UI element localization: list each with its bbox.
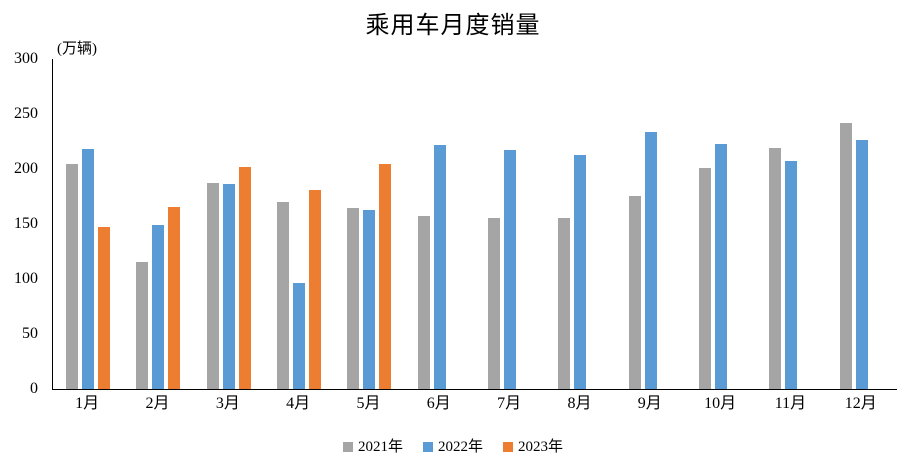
legend-label: 2021年: [357, 439, 403, 455]
x-axis-labels: 1月 2月 3月 4月 5月 6月 7月 8月 9月 10月 11月 12月: [52, 395, 896, 413]
y-tick-label: 200: [14, 160, 38, 177]
bar-2023年-2月: [168, 207, 181, 389]
y-tick-label: 0: [30, 380, 38, 397]
legend-label: 2022年: [437, 439, 483, 455]
x-axis-label-9月: 9月: [637, 395, 662, 412]
bar-2021年-4月: [277, 201, 290, 389]
bar-2023年-5月: [379, 164, 392, 389]
bar-group-7月: [475, 59, 545, 389]
bar-2021年-5月: [347, 207, 360, 389]
x-axis-label-6月: 6月: [426, 395, 451, 412]
x-axis-label-1月: 1月: [75, 395, 100, 412]
legend-swatch-icon: [342, 442, 353, 452]
bar-group-4月: [264, 59, 334, 389]
chart-title: 乘用车月度销量: [365, 13, 541, 39]
legend-item-2022年: 2022年: [422, 438, 483, 456]
bar-2021年-12月: [839, 122, 852, 389]
bar-2023年-4月: [309, 189, 322, 389]
bar-2021年-7月: [488, 218, 501, 389]
bar-group-8月: [545, 59, 615, 389]
bar-group-2月: [123, 59, 193, 389]
y-tick-label: 100: [14, 270, 38, 287]
bar-2022年-9月: [644, 132, 657, 389]
x-axis-label-2月: 2月: [145, 395, 170, 412]
bar-2021年-8月: [558, 218, 571, 389]
x-axis-label-7月: 7月: [497, 395, 522, 412]
bar-2022年-2月: [152, 225, 165, 389]
legend-item-2023年: 2023年: [503, 438, 563, 456]
x-axis-label-10月: 10月: [704, 395, 737, 412]
legend-label: 2023年: [518, 439, 564, 455]
bar-group-3月: [194, 59, 264, 389]
bar-group-10月: [686, 59, 756, 389]
bar-2021年-10月: [699, 168, 712, 389]
bar-2022年-1月: [82, 148, 95, 389]
x-axis-label-11月: 11月: [774, 395, 807, 412]
bar-groups: [53, 59, 897, 389]
x-axis-label-12月: 12月: [844, 395, 877, 412]
bar-2022年-7月: [504, 149, 517, 389]
legend-swatch-icon: [422, 442, 433, 452]
y-tick-label: 300: [14, 50, 38, 67]
bar-2021年-9月: [628, 196, 641, 389]
y-axis-unit-label: (万辆): [57, 41, 97, 57]
bar-2021年-1月: [66, 164, 79, 389]
bar-2022年-6月: [433, 144, 446, 389]
x-axis-label-3月: 3月: [215, 395, 240, 412]
bar-group-5月: [334, 59, 404, 389]
bar-2021年-6月: [417, 216, 430, 389]
bar-2022年-11月: [785, 160, 798, 389]
x-axis-label-8月: 8月: [567, 395, 592, 412]
bar-2022年-8月: [574, 155, 587, 389]
bar-group-12月: [827, 59, 897, 389]
bar-2022年-10月: [715, 143, 728, 389]
bar-group-1月: [53, 59, 123, 389]
bar-2021年-11月: [769, 147, 782, 389]
plot-area: [52, 59, 897, 390]
legend-item-2021年: 2021年: [342, 438, 403, 456]
x-axis-label-4月: 4月: [286, 395, 311, 412]
bar-2023年-1月: [98, 227, 111, 389]
legend: 2021年 2022年 2023年: [0, 438, 906, 456]
y-tick-label: 50: [22, 325, 38, 342]
bar-2021年-3月: [206, 182, 219, 389]
bar-2022年-5月: [363, 210, 376, 389]
y-axis-tick-labels: 0 50 100 150 200 250 300: [0, 51, 44, 397]
bar-2022年-12月: [855, 140, 868, 389]
bar-2021年-2月: [136, 261, 149, 389]
bar-group-9月: [616, 59, 686, 389]
bar-2022年-3月: [222, 183, 235, 389]
bar-2023年-3月: [238, 167, 251, 389]
y-tick-label: 150: [14, 215, 38, 232]
x-axis-label-5月: 5月: [356, 395, 381, 412]
legend-swatch-icon: [503, 442, 513, 452]
bar-group-11月: [756, 59, 826, 389]
y-tick-label: 250: [14, 105, 38, 122]
bar-group-6月: [405, 59, 475, 389]
bar-2022年-4月: [293, 282, 306, 389]
